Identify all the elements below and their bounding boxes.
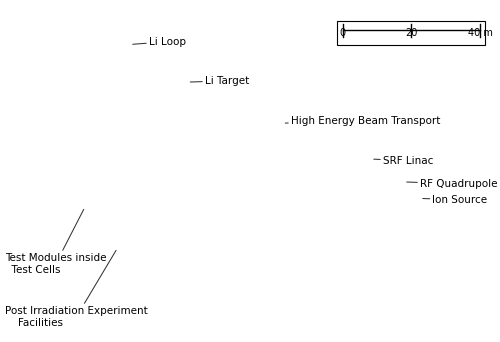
- Text: Li Loop: Li Loop: [133, 37, 186, 47]
- Text: Post Irradiation Experiment
    Facilities: Post Irradiation Experiment Facilities: [5, 250, 148, 328]
- Text: Li Target: Li Target: [190, 76, 249, 86]
- Text: 20: 20: [405, 28, 417, 38]
- Bar: [337, 21, 485, 45]
- Text: SRF Linac: SRF Linac: [374, 156, 434, 166]
- Text: High Energy Beam Transport: High Energy Beam Transport: [286, 116, 440, 126]
- Text: Test Modules inside
  Test Cells: Test Modules inside Test Cells: [5, 209, 106, 275]
- Text: Ion Source: Ion Source: [423, 195, 488, 205]
- Text: 40 m: 40 m: [468, 28, 492, 38]
- Text: RF Quadrupole: RF Quadrupole: [407, 179, 498, 189]
- Text: 0: 0: [340, 28, 345, 38]
